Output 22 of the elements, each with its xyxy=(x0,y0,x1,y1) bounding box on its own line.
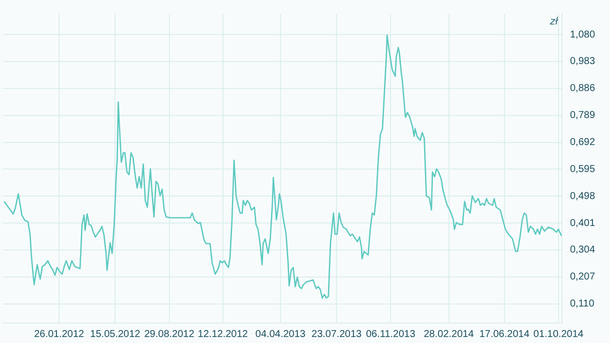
y-tick-label: 0,692 xyxy=(570,137,596,148)
y-tick-label: 0,304 xyxy=(570,244,596,256)
x-tick-label: 15.05.2012 xyxy=(90,328,141,340)
x-tick-label: 28.02.2014 xyxy=(424,328,474,340)
y-tick-label: 0,498 xyxy=(570,190,596,202)
y-tick-label: 0,401 xyxy=(570,218,596,229)
y-tick-label: 0,110 xyxy=(570,298,595,310)
y-tick-label: 0,789 xyxy=(570,110,596,122)
y-tick-label: 0,983 xyxy=(570,56,596,68)
x-tick-label: 17.06.2014 xyxy=(479,328,530,340)
y-tick-label: 0,886 xyxy=(570,83,596,94)
y-tick-label: 0,595 xyxy=(570,164,596,175)
x-tick-label: 26.01.2012 xyxy=(34,328,85,340)
x-tick-label: 06.11.2013 xyxy=(366,328,416,340)
x-tick-label: 23.07.2013 xyxy=(312,328,362,340)
y-tick-label: 1,080 xyxy=(570,29,596,40)
x-tick-label: 29.08.2012 xyxy=(144,328,195,340)
x-tick-label: 04.04.2013 xyxy=(255,328,306,340)
x-tick-label: 12.12.2012 xyxy=(198,328,248,340)
x-tick-label: 01.10.2014 xyxy=(533,328,584,340)
y-tick-label: 0,207 xyxy=(570,272,596,283)
y-axis-title: zł xyxy=(548,16,560,28)
